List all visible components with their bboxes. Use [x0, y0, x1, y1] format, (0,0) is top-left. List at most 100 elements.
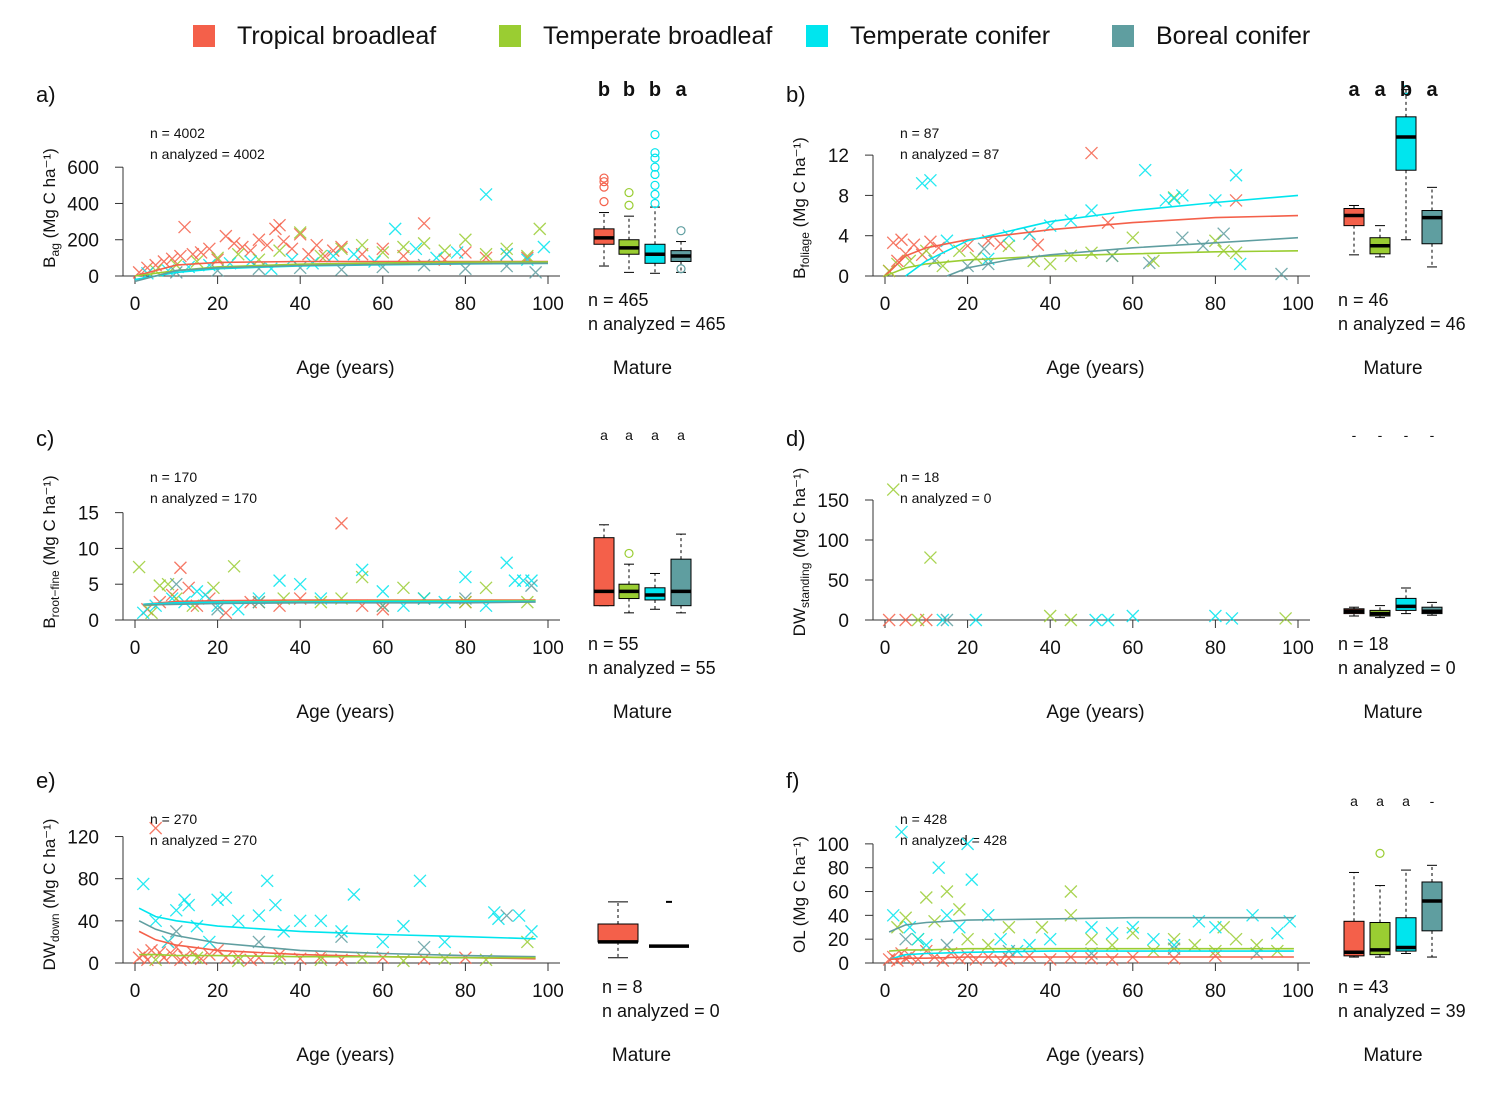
- mature-axis-label: Mature: [1363, 358, 1422, 379]
- data-point: [227, 559, 241, 573]
- data-point: [1146, 932, 1160, 946]
- x-tick-label: 80: [455, 638, 476, 659]
- outlier-point: [650, 180, 660, 190]
- data-point: [512, 909, 526, 923]
- y-tick-label: 5: [88, 575, 99, 596]
- fit-curve: [138, 920, 536, 958]
- n-annotation: n = 170: [150, 469, 197, 485]
- data-point: [268, 898, 282, 912]
- data-point: [899, 911, 913, 925]
- y-tick-label: 12: [828, 146, 849, 167]
- mature-n-annotation: n = 18: [1338, 634, 1389, 654]
- data-point: [1142, 256, 1156, 270]
- legend-label: Boreal conifer: [1156, 21, 1311, 50]
- box: [1395, 116, 1417, 171]
- data-point: [190, 584, 204, 598]
- x-tick-label: 40: [1040, 638, 1061, 659]
- data-point: [1002, 951, 1016, 965]
- x-tick-label: 80: [1205, 638, 1226, 659]
- data-point: [376, 584, 390, 598]
- x-axis-label: Age (years): [1046, 358, 1144, 379]
- data-point: [376, 935, 390, 949]
- data-point: [928, 254, 942, 268]
- data-point: [915, 176, 929, 190]
- data-point: [335, 242, 348, 256]
- box: [597, 923, 639, 943]
- data-point: [1031, 238, 1045, 252]
- legend-item-temperate-conifer: Temperate conifer: [806, 20, 1050, 52]
- mature-n-analyzed-annotation: n analyzed = 0: [1338, 658, 1456, 678]
- data-point: [940, 613, 954, 627]
- data-point: [219, 606, 233, 620]
- panel-label: f): [786, 768, 799, 793]
- data-point: [1043, 932, 1057, 946]
- data-point: [965, 873, 979, 887]
- y-tick-label: 120: [67, 828, 99, 849]
- data-point: [1208, 920, 1222, 934]
- data-point: [977, 242, 991, 256]
- data-point: [1002, 239, 1016, 253]
- x-tick-label: 80: [1205, 981, 1226, 1002]
- data-point: [186, 247, 200, 261]
- data-point: [525, 579, 538, 593]
- x-tick-label: 100: [1282, 294, 1314, 315]
- data-point: [190, 919, 204, 933]
- data-point: [1229, 246, 1243, 260]
- x-axis-label: Age (years): [1046, 1045, 1144, 1066]
- n-analyzed-annotation: n analyzed = 87: [900, 146, 999, 162]
- x-tick-label: 60: [372, 981, 393, 1002]
- legend-swatch: [806, 25, 828, 47]
- y-tick-label: 0: [88, 611, 99, 632]
- data-point: [919, 944, 933, 958]
- data-point: [525, 924, 538, 938]
- n-analyzed-annotation: n analyzed = 170: [150, 490, 257, 506]
- data-point: [1023, 227, 1037, 241]
- x-axis-label: Age (years): [296, 1045, 394, 1066]
- y-tick-label: 0: [88, 954, 99, 975]
- data-point: [1270, 926, 1284, 940]
- x-tick-label: 40: [1040, 294, 1061, 315]
- significance-letter: -: [1430, 427, 1435, 443]
- data-point: [903, 254, 917, 268]
- y-axis-label: Bag (Mg C ha⁻¹): [40, 148, 62, 268]
- legend-item-temperate-broadleaf: Temperate broadleaf: [499, 20, 772, 52]
- significance-letter: a: [1376, 793, 1384, 809]
- data-point: [479, 247, 493, 261]
- data-point: [169, 903, 183, 917]
- data-point: [1064, 613, 1078, 627]
- mature-n-annotation: n = 8: [602, 977, 643, 997]
- significance-letter: b: [598, 79, 610, 101]
- data-point: [1085, 246, 1098, 260]
- x-tick-label: 40: [290, 294, 311, 315]
- significance-letter: a: [600, 427, 608, 443]
- data-point: [161, 935, 175, 949]
- y-tick-label: 20: [828, 930, 849, 951]
- y-axis-label: Bfoliage (Mg C ha⁻¹): [790, 137, 812, 279]
- mature-n-analyzed-annotation: n analyzed = 55: [588, 658, 716, 678]
- mature-n-analyzed-annotation: n analyzed = 465: [588, 314, 726, 334]
- data-point: [178, 893, 192, 907]
- y-tick-label: 200: [67, 231, 99, 252]
- outlier-point: [599, 173, 609, 183]
- n-annotation: n = 428: [900, 811, 947, 827]
- y-tick-label: 50: [828, 571, 849, 592]
- y-axis-label: DWdown (Mg C ha⁻¹): [40, 819, 62, 971]
- data-point: [911, 932, 925, 946]
- data-point: [969, 952, 983, 966]
- data-point: [1089, 613, 1103, 627]
- x-tick-label: 80: [455, 294, 476, 315]
- y-tick-label: 150: [817, 491, 849, 512]
- data-point: [355, 563, 369, 577]
- n-analyzed-annotation: n analyzed = 270: [150, 832, 257, 848]
- data-point: [326, 249, 340, 263]
- data-point: [1167, 951, 1181, 965]
- x-tick-label: 0: [130, 294, 141, 315]
- data-point: [886, 483, 900, 497]
- mature-axis-label: Mature: [613, 358, 672, 379]
- significance-letter: a: [1348, 79, 1360, 101]
- data-point: [178, 220, 192, 234]
- y-tick-label: 80: [828, 859, 849, 880]
- box: [1343, 920, 1365, 957]
- data-point: [438, 935, 452, 949]
